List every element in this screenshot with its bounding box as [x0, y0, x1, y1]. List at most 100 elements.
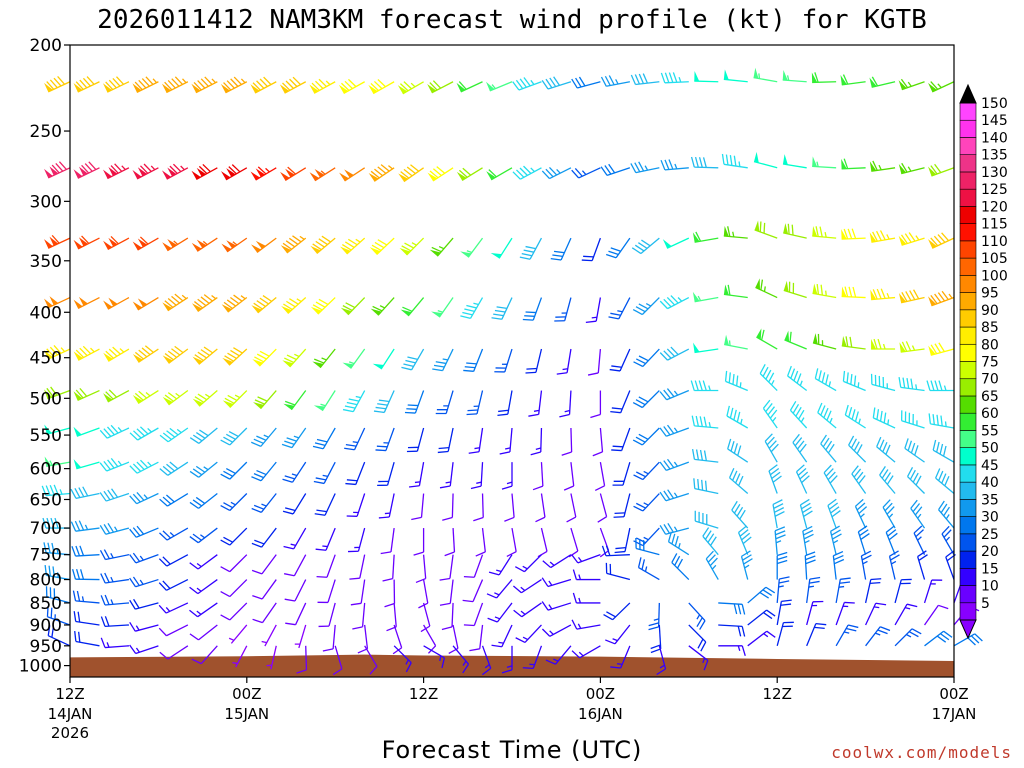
wind-barb: [512, 579, 542, 594]
wind-barb: [594, 462, 606, 492]
wind-barb: [491, 297, 513, 320]
wind-barb: [691, 415, 719, 429]
wind-barb: [401, 348, 425, 371]
wind-barb: [437, 427, 454, 454]
colorbar-label: 30: [981, 510, 999, 526]
y-tick-label: 900: [30, 616, 62, 636]
y-tick-label: 450: [30, 349, 62, 369]
wind-barb: [310, 235, 336, 255]
colorbar-swatch: [959, 223, 977, 242]
wind-barb: [860, 550, 872, 580]
colorbar-swatch: [959, 343, 977, 362]
colorbar-label: 95: [981, 286, 999, 302]
wind-barb: [220, 579, 248, 598]
wind-barb: [611, 427, 631, 452]
x-tick-year: 2026: [51, 724, 89, 742]
wind-barb: [688, 602, 706, 630]
wind-barb: [633, 527, 660, 547]
wind-barb: [932, 439, 955, 463]
wind-barb: [572, 569, 601, 581]
wind-barb: [662, 237, 690, 249]
wind-barb: [694, 71, 719, 83]
wind-barb: [462, 579, 484, 603]
wind-barb: [721, 153, 748, 169]
chart-title: 2026011412 NAM3KM forecast wind profile …: [97, 5, 927, 35]
wind-barb: [827, 498, 841, 529]
wind-barb: [220, 461, 248, 480]
wind-barb: [73, 345, 100, 361]
x-tick-label: 12Z: [55, 685, 84, 703]
wind-barb: [924, 630, 953, 647]
wind-barb: [789, 401, 808, 429]
wind-barb: [541, 76, 572, 90]
wind-barb: [340, 237, 366, 255]
wind-barb: [282, 493, 307, 515]
wind-barb: [659, 489, 689, 502]
wind-barb: [812, 226, 837, 239]
wind-barb: [280, 166, 307, 181]
wind-barb: [841, 228, 866, 240]
wind-barb: [723, 284, 748, 299]
y-tick-label: 650: [30, 490, 62, 510]
wind-barb: [159, 527, 189, 541]
wind-barb: [795, 464, 810, 494]
colorbar-swatch: [959, 257, 977, 276]
wind-barb: [469, 624, 484, 652]
wind-barb: [913, 525, 926, 555]
wind-barb: [189, 461, 218, 478]
colorbar-swatch: [959, 326, 977, 345]
wind-barb: [44, 234, 71, 249]
wind-barb: [731, 500, 749, 529]
wind-barb: [220, 76, 248, 94]
wind-barb: [587, 348, 602, 376]
wind-barb: [898, 78, 925, 91]
wind-barb: [285, 602, 307, 626]
wind-barb: [898, 232, 925, 246]
y-tick-label: 1000: [19, 657, 62, 677]
wind-barb: [656, 645, 667, 676]
wind-barb: [812, 156, 837, 169]
wind-barb: [222, 347, 248, 366]
x-tick-label: 00Z: [586, 685, 615, 703]
wind-barb: [252, 579, 277, 600]
colorbar-label: 15: [981, 561, 999, 577]
wind-barb: [718, 624, 746, 637]
wind-barb: [659, 295, 690, 310]
wind-barb: [692, 291, 719, 303]
colorbar-label: 145: [981, 113, 1008, 129]
wind-barb: [928, 163, 955, 177]
wind-barb: [600, 75, 630, 87]
x-axis-label: Forecast Time (UTC): [382, 736, 643, 764]
colorbar-swatch: [959, 395, 977, 414]
wind-barb: [158, 602, 189, 614]
wind-barb: [671, 553, 690, 581]
colorbar-label: 90: [981, 303, 999, 319]
wind-barb: [571, 76, 601, 89]
colorbar-label: 55: [981, 423, 999, 439]
wind-barb: [829, 525, 842, 555]
colorbar-label: 150: [981, 96, 1008, 112]
wind-barb: [313, 461, 336, 485]
wind-barb: [702, 527, 719, 556]
colorbar-label: 25: [981, 527, 999, 543]
wind-barb: [266, 645, 277, 670]
wind-barb: [129, 576, 159, 588]
wind-barb: [369, 237, 395, 256]
wind-barb: [762, 399, 778, 429]
colorbar-swatch: [959, 585, 977, 604]
colorbar-label: 50: [981, 441, 999, 457]
wind-barb: [844, 404, 866, 429]
colorbar-swatch: [959, 171, 977, 190]
wind-barb: [162, 237, 189, 252]
wind-barb: [899, 341, 925, 353]
wind-barb: [382, 554, 395, 582]
x-tick-label: 12Z: [763, 685, 792, 703]
wind-barb: [953, 633, 983, 647]
wind-barb: [871, 338, 896, 350]
wind-barb: [659, 346, 690, 361]
wind-barb: [332, 645, 343, 676]
wind-barb: [129, 552, 159, 564]
wind-barb: [535, 493, 546, 523]
colorbar-swatch: [959, 516, 977, 535]
colorbar-label: 60: [981, 406, 999, 422]
